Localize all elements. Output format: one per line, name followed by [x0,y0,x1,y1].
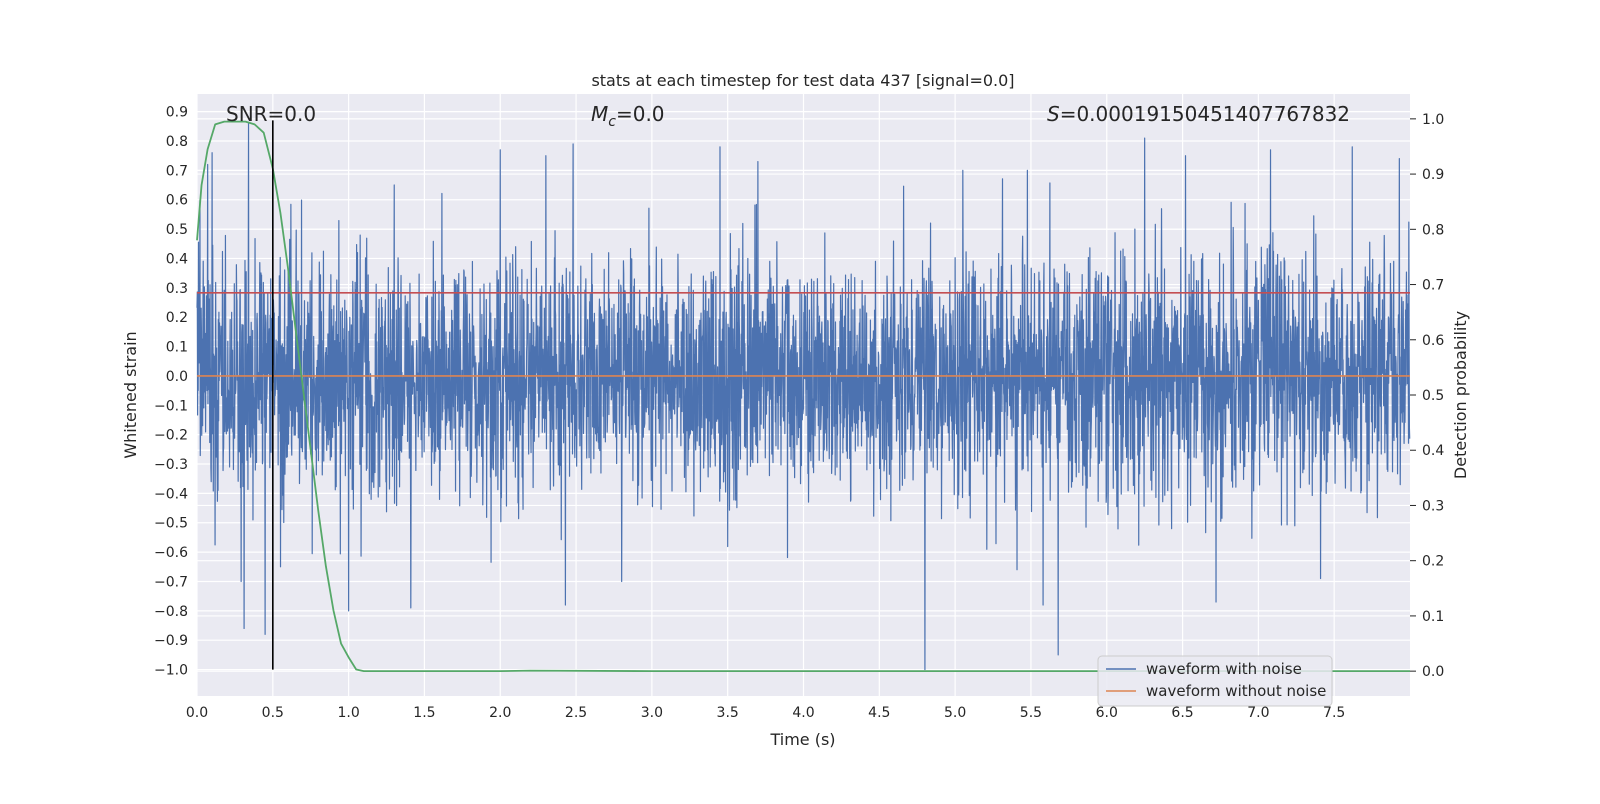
y2-tick-label: 0.2 [1422,554,1444,570]
x-tick-label: 0.5 [262,705,284,721]
y2-tick-label: 0.5 [1422,388,1444,404]
axes: 0.0 0.5 1.0 1.5 2.0 2.5 3.0 3.5 4.0 4.5 5.0 5.5 6.0 6… [154,105,1444,721]
y-tick-label: 0.0 [166,369,188,385]
snr-annotation: SNR=0.0 [226,102,316,126]
x-tick-label: 6.0 [1096,705,1118,721]
legend: waveform with noise waveform without noi… [1097,655,1333,707]
y-tick-label: −1.0 [154,663,188,679]
x-tick-label: 7.0 [1247,705,1269,721]
y-tick-label: −0.4 [154,486,188,502]
x-tick-label: 4.0 [792,705,814,721]
y-tick-label: 0.1 [166,340,188,356]
y-tick-label: −0.8 [154,604,188,620]
x-tick-label: 5.0 [944,705,966,721]
s-symbol: S [1047,102,1060,126]
mc-subscript: c [608,114,616,130]
x-tick-label: 1.5 [413,705,435,721]
x-tick-label: 2.5 [565,705,587,721]
x-tick-label: 0.0 [186,705,208,721]
mc-symbol: M [591,102,608,126]
y-tick-label: 0.9 [166,105,188,121]
y-tick-label: 0.8 [166,134,188,150]
legend-label-noise: waveform with noise [1146,660,1302,678]
y2-tick-label: 0.6 [1422,333,1444,349]
legend-frame [1097,655,1333,707]
y2-tick-label: 0.1 [1422,609,1444,625]
y-tick-label: 0.6 [166,193,188,209]
y2-axis-label: Detection probability [1451,311,1470,479]
chirp-mass-annotation: Mc=0.0 [591,102,665,130]
y-tick-label: 0.4 [166,251,188,267]
legend-label-clean: waveform without noise [1146,682,1326,700]
y-tick-label: −0.2 [154,428,188,444]
y2-tick-label: 0.8 [1422,222,1444,238]
y-tick-label: −0.7 [154,574,188,590]
x-tick-label: 6.5 [1171,705,1193,721]
y-tick-label: −0.9 [154,633,188,649]
x-tick-label: 1.0 [337,705,359,721]
y2-tick-label: 0.3 [1422,498,1444,514]
y2-tick-label: 0.7 [1422,278,1444,294]
y2-tick-label: 0.9 [1422,167,1444,183]
y2-tick-label: 0.0 [1422,664,1444,680]
s-value: =0.00019150451407767832 [1060,102,1350,126]
y-tick-label: 0.2 [166,310,188,326]
y2-tick-label: 0.4 [1422,443,1444,459]
x-tick-label: 7.5 [1323,705,1345,721]
x-tick-label: 2.0 [489,705,511,721]
s-annotation: S=0.00019150451407767832 [1047,102,1350,126]
series-layer [196,120,1411,673]
y-tick-label: −0.5 [154,516,188,532]
y-tick-label: 0.3 [166,281,188,297]
x-tick-label: 3.5 [717,705,739,721]
y-tick-label: 0.5 [166,222,188,238]
series-detection-probability [196,120,1410,673]
y-tick-label: −0.3 [154,457,188,473]
y-tick-label: −0.6 [154,545,188,561]
x-tick-label: 4.5 [868,705,890,721]
y-tick-label: −0.1 [154,398,188,414]
chart-title: stats at each timestep for test data 437… [591,71,1014,90]
x-tick-label: 3.0 [641,705,663,721]
x-tick-label: 5.5 [1020,705,1042,721]
mc-value: =0.0 [616,102,665,126]
y-axis-label: Whitened strain [121,331,140,458]
y-tick-label: 0.7 [166,163,188,179]
series-waveform-with-noise [196,122,1411,671]
x-axis-label: Time (s) [769,730,835,749]
y2-tick-label: 1.0 [1422,112,1444,128]
